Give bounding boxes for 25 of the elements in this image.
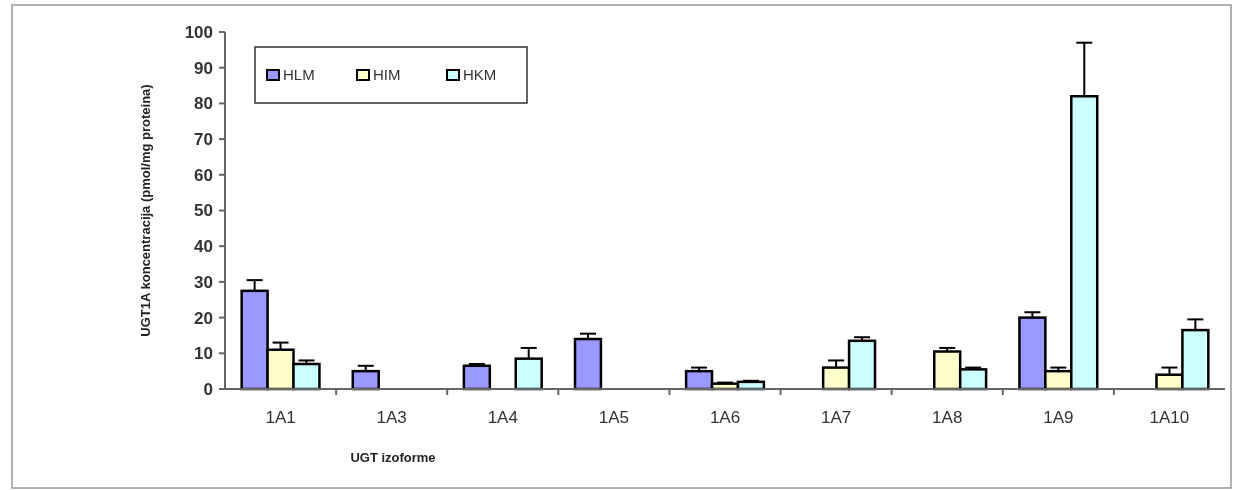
x-tick-label: 1A10 [1149,408,1190,427]
y-tick-label: 50 [194,201,213,221]
x-tick-label: 1A7 [820,408,852,427]
y-tick-label: 10 [194,344,213,364]
x-tick-label: 1A1 [265,408,296,427]
y-tick-label: 20 [194,308,213,328]
y-tick-label: 30 [194,272,213,292]
y-tick-label: 60 [194,165,213,185]
y-tick-label: 70 [194,130,213,150]
x-tick-label: 1A8 [932,408,963,427]
y-axis-title: UGT1A koncentracija (pmol/mg proteina) [138,84,153,337]
x-tick-label: 1A4 [487,408,518,427]
x-axis-title: UGT izoforme [350,450,436,465]
y-tick-label: 0 [203,379,213,399]
x-tick-label: 1A6 [709,408,741,427]
x-tick-label: 1A9 [1043,408,1074,427]
y-tick-label: 40 [194,237,213,257]
legend-label: HLM [283,66,315,83]
legend-label: HKM [463,66,497,83]
y-tick-label: 90 [194,58,213,78]
x-tick-label: 1A3 [376,408,407,427]
x-tick-label: 1A5 [598,408,630,427]
legend-label: HIM [373,66,401,83]
y-tick-label: 80 [194,94,213,114]
y-tick-label: 100 [184,22,213,42]
